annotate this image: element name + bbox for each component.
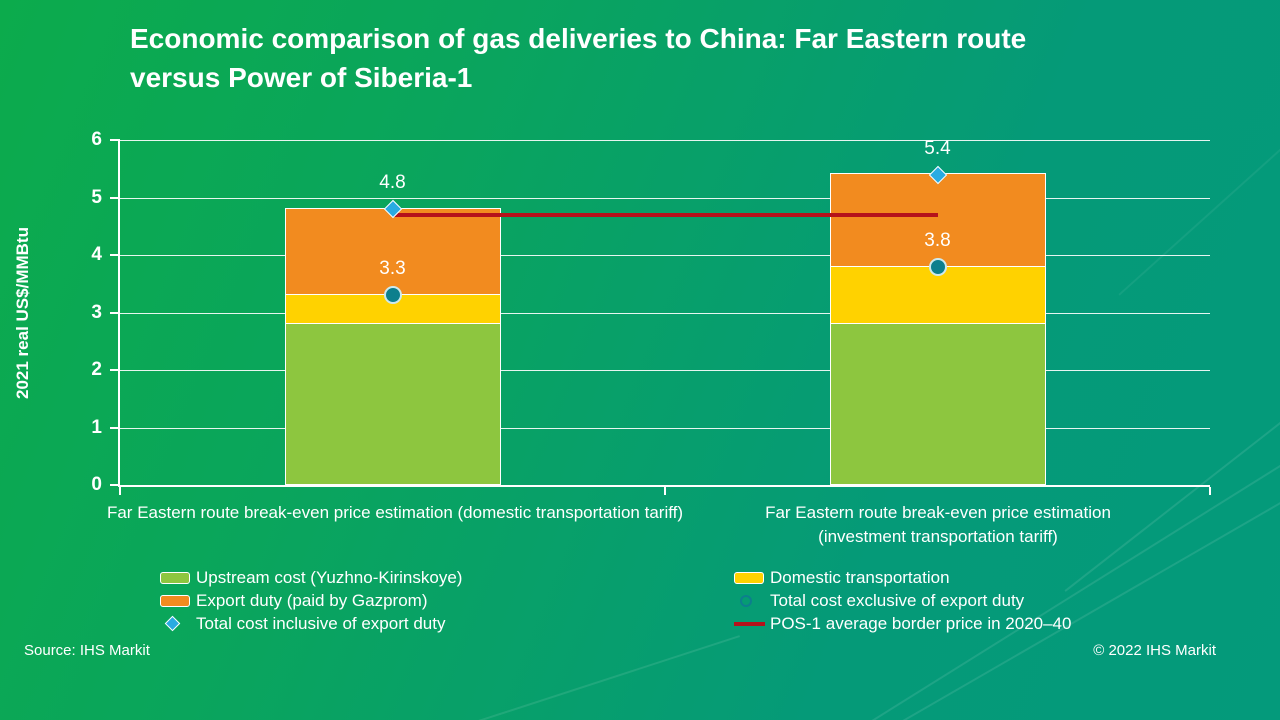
legend-swatch-box	[734, 594, 770, 607]
reference-line	[392, 213, 938, 217]
x-axis-tick	[1209, 487, 1211, 495]
y-axis-tick-label: 2	[91, 359, 102, 380]
legend-item-total-exclusive: Total cost exclusive of export duty	[734, 589, 1071, 612]
y-axis-tick-label: 5	[91, 186, 102, 208]
circle-marker-icon	[928, 257, 947, 276]
y-axis-tick-label: 1	[91, 416, 102, 438]
y-axis-tick	[110, 369, 120, 371]
bar-segment	[284, 207, 501, 296]
chart-title: Economic comparison of gas deliveries to…	[130, 23, 1027, 93]
gridline	[120, 427, 1210, 429]
legend-item-domestic: Domestic transportation	[734, 566, 1071, 589]
x-axis-tick	[664, 487, 666, 495]
legend-label: Export duty (paid by Gazprom)	[196, 590, 428, 610]
y-axis-tick-label: 6	[91, 129, 102, 150]
legend-column-right: Domestic transportation Total cost exclu…	[734, 566, 1071, 635]
legend-swatch-box	[734, 571, 770, 584]
x-axis-tick	[119, 487, 121, 495]
y-axis-tick	[110, 484, 120, 486]
legend-item-total-inclusive: Total cost inclusive of export duty	[160, 612, 462, 635]
legend-label: POS-1 average border price in 2020–40	[770, 613, 1072, 633]
y-axis-title: 2021 real US$/MMBtu	[13, 227, 32, 399]
y-axis-tick	[110, 196, 120, 199]
y-axis-tick	[110, 426, 120, 429]
copyright-note: © 2022 IHS Markit	[1093, 642, 1216, 659]
y-axis-tick-label: 4	[91, 244, 102, 265]
legend-item-export-duty: Export duty (paid by Gazprom)	[160, 589, 462, 612]
legend-swatch-box	[734, 621, 770, 626]
y-axis-tick	[110, 254, 120, 256]
legend-swatch-box	[160, 615, 196, 632]
bar-segment	[829, 322, 1046, 485]
x-axis-category-label: Far Eastern route break-even price estim…	[106, 503, 684, 522]
legend-swatch-box	[160, 594, 196, 607]
legend-item-upstream: Upstream cost (Yuzhno-Kirinskoye)	[160, 566, 462, 589]
gridline	[120, 312, 1210, 314]
bar-segment	[284, 322, 501, 485]
legend-label: Total cost inclusive of export duty	[196, 613, 446, 633]
value-label: 5.4	[924, 137, 951, 159]
source-note: Source: IHS Markit	[24, 642, 150, 659]
y-axis-tick	[110, 139, 120, 141]
legend-swatch-box	[160, 571, 196, 584]
gridline	[120, 255, 1210, 256]
value-label: 3.3	[379, 258, 406, 280]
legend-label: Total cost exclusive of export duty	[770, 590, 1025, 610]
legend-label: Domestic transportation	[770, 567, 950, 587]
gridline	[120, 370, 1210, 371]
y-axis-tick-label: 0	[91, 474, 102, 495]
bar-segment	[829, 173, 1046, 267]
diamond-marker-icon	[164, 615, 181, 632]
circle-marker-icon	[740, 594, 752, 607]
gridline	[120, 197, 1210, 199]
gridline	[120, 140, 1210, 141]
legend-item-pos1-line: POS-1 average border price in 2020–40	[734, 612, 1071, 635]
legend-label: Upstream cost (Yuzhno-Kirinskoye)	[196, 567, 463, 587]
upstream-swatch-icon	[160, 571, 190, 584]
circle-marker-icon	[383, 286, 402, 305]
domestic-swatch-icon	[734, 571, 764, 584]
value-label: 4.8	[379, 172, 406, 193]
x-axis-category-label: Far Eastern route break-even price estim…	[765, 503, 1111, 546]
reference-line-icon	[734, 621, 765, 626]
export-duty-swatch-icon	[160, 594, 190, 607]
legend-column-left: Upstream cost (Yuzhno-Kirinskoye) Export…	[160, 566, 462, 635]
y-axis-tick	[110, 311, 120, 314]
y-axis-tick-label: 3	[91, 301, 102, 323]
plot-area: 0 1 2 3 4 5 6 3.3 3.8 4.8 5.4	[91, 129, 1211, 495]
value-label: 3.8	[924, 229, 951, 251]
background-decoration-line	[339, 635, 741, 720]
